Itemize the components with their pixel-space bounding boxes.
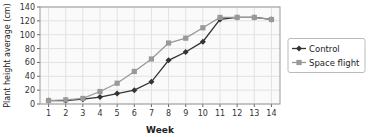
x-grid-line bbox=[202, 7, 203, 104]
series-marker bbox=[149, 56, 154, 61]
y-tick-label: 140 bbox=[20, 3, 35, 12]
x-axis-label: Week bbox=[146, 125, 175, 135]
x-grid-line bbox=[185, 7, 186, 104]
plot-frame bbox=[40, 7, 280, 104]
x-grid-line bbox=[48, 7, 49, 104]
data bbox=[46, 14, 275, 103]
series-marker bbox=[252, 15, 257, 20]
series-marker bbox=[63, 97, 68, 102]
series-marker bbox=[183, 36, 188, 41]
series-marker bbox=[97, 89, 102, 94]
series-marker bbox=[80, 96, 86, 102]
x-tick-label: 14 bbox=[266, 109, 276, 118]
x-grid-line bbox=[151, 7, 152, 104]
legend-marker bbox=[296, 46, 302, 52]
x-tick-label: 2 bbox=[63, 109, 68, 118]
y-grid-line bbox=[40, 48, 280, 49]
series-marker bbox=[63, 98, 69, 104]
y-grid-line bbox=[40, 34, 280, 35]
y-tick-label: 0 bbox=[30, 100, 35, 109]
series-line bbox=[49, 17, 272, 100]
x-grid-line bbox=[117, 7, 118, 104]
y-tick-label: 40 bbox=[25, 72, 35, 81]
y-axis-label: Plant height average (cm) bbox=[3, 3, 12, 107]
series-line bbox=[49, 17, 272, 100]
legend-marker bbox=[296, 60, 301, 65]
series-marker bbox=[183, 49, 189, 55]
x-grid-line bbox=[65, 7, 66, 104]
series-marker bbox=[114, 91, 120, 97]
y-tick-label: 120 bbox=[20, 17, 35, 26]
x-grid-line bbox=[168, 7, 169, 104]
x-tick-label: 7 bbox=[149, 109, 154, 118]
x-tick-label: 4 bbox=[97, 109, 102, 118]
series-marker bbox=[166, 40, 171, 45]
x-tick-label: 6 bbox=[132, 109, 137, 118]
series-marker bbox=[132, 69, 137, 74]
x-tick-label: 11 bbox=[215, 109, 225, 118]
grid bbox=[40, 7, 280, 104]
y-grid-line bbox=[40, 20, 280, 21]
series-marker bbox=[200, 25, 205, 30]
series-marker bbox=[148, 79, 154, 85]
y-grid-line bbox=[40, 62, 280, 63]
series-marker bbox=[166, 57, 172, 63]
chart: 0204060801001201401234567891011121314Wee… bbox=[0, 0, 368, 137]
series-marker bbox=[251, 14, 257, 20]
series-marker bbox=[268, 16, 274, 22]
y-grid-line bbox=[40, 76, 280, 77]
series-marker bbox=[97, 94, 103, 100]
series-marker bbox=[235, 15, 240, 20]
x-tick-label: 5 bbox=[115, 109, 120, 118]
x-tick-label: 12 bbox=[232, 109, 242, 118]
x-grid-line bbox=[254, 7, 255, 104]
y-tick-label: 80 bbox=[25, 45, 35, 54]
y-tick-label: 20 bbox=[25, 86, 35, 95]
series-marker bbox=[217, 15, 222, 20]
x-tick-label: 9 bbox=[183, 109, 188, 118]
legend: Control Space flight bbox=[288, 39, 365, 73]
series-marker bbox=[131, 87, 137, 93]
x-grid-line bbox=[82, 7, 83, 104]
legend-label: Space flight bbox=[309, 58, 360, 68]
series-marker bbox=[46, 98, 52, 104]
x-grid-line bbox=[237, 7, 238, 104]
x-tick-label: 10 bbox=[198, 109, 208, 118]
axes: 0204060801001201401234567891011121314 bbox=[20, 3, 280, 118]
y-tick-label: 60 bbox=[25, 58, 35, 67]
series-marker bbox=[200, 39, 206, 45]
y-tick-label: 100 bbox=[20, 31, 35, 40]
series-marker bbox=[269, 17, 274, 22]
x-tick-label: 3 bbox=[80, 109, 85, 118]
series-marker bbox=[80, 96, 85, 101]
y-grid-line bbox=[40, 90, 280, 91]
x-tick-label: 13 bbox=[249, 109, 259, 118]
legend-box bbox=[288, 39, 365, 73]
x-tick-label: 8 bbox=[166, 109, 171, 118]
series-marker bbox=[234, 14, 240, 20]
plot-area bbox=[40, 7, 280, 104]
series-marker bbox=[46, 98, 51, 103]
series-marker bbox=[115, 81, 120, 86]
legend-label: Control bbox=[309, 44, 340, 54]
x-tick-label: 1 bbox=[46, 109, 51, 118]
